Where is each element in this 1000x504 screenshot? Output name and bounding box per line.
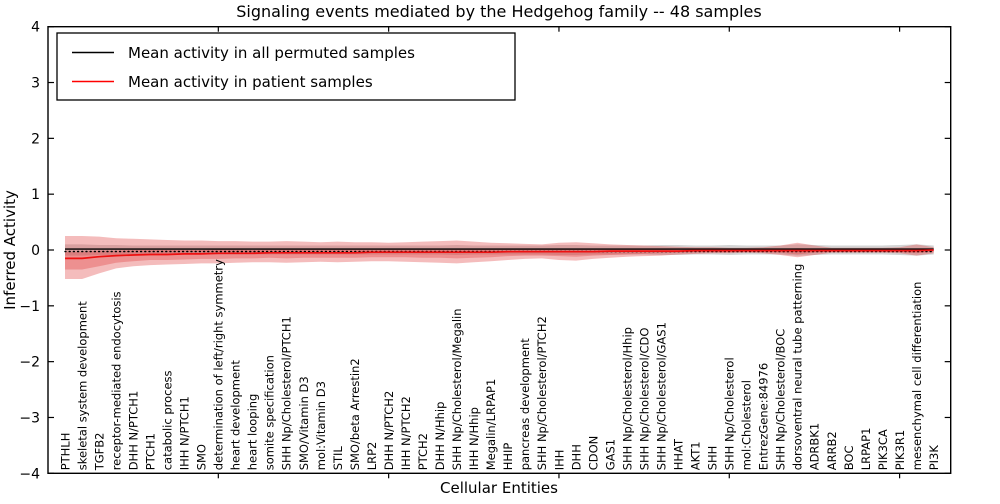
- y-tick-label: −2: [19, 355, 40, 371]
- y-tick-label: −3: [19, 410, 40, 426]
- legend: Mean activity in all permuted samples Me…: [56, 32, 516, 101]
- x-category-label: TGFB2: [92, 433, 106, 472]
- x-category-label: IHH: [552, 450, 566, 471]
- y-tick-label: −4: [19, 466, 40, 482]
- x-category-label: determination of left/right symmetry: [212, 259, 226, 470]
- y-tick-label: 3: [31, 76, 40, 92]
- x-category-label: SHH Np/Cholesterol/Hhip: [620, 327, 634, 470]
- x-category-label: EntrezGene:84976: [757, 363, 771, 470]
- x-category-label: PTHLH: [58, 433, 72, 471]
- chart-title: Signaling events mediated by the Hedgeho…: [236, 2, 761, 21]
- x-category-label: PTCH1: [144, 433, 158, 470]
- x-category-label: mesenchymal cell differentiation: [910, 282, 924, 471]
- x-category-label: GAS1: [603, 439, 617, 470]
- x-category-label: PIK3CA: [876, 429, 890, 470]
- x-category-label: Megalin/LRPAP1: [484, 379, 498, 471]
- x-category-label: DHH N/PTCH1: [127, 391, 141, 471]
- x-category-label: ADRBK1: [808, 423, 822, 470]
- x-category-label: HHAT: [672, 438, 686, 470]
- patient-outer-band: [65, 236, 934, 279]
- x-category-label: HHIP: [501, 443, 515, 471]
- x-category-label: mol:Vitamin D3: [314, 381, 328, 470]
- legend-label-patient: Mean activity in patient samples: [128, 73, 373, 91]
- x-category-label: DHH N/Hhip: [433, 402, 447, 471]
- x-category-label: SHH Np/Cholesterol/BOC: [774, 329, 788, 471]
- x-category-label: IHH N/PTCH1: [178, 396, 192, 470]
- axis-ticks: [48, 26, 951, 479]
- mean-lines: [64, 248, 935, 260]
- x-category-label: SMO/beta Arrestin2: [348, 358, 362, 470]
- y-tick-label: 0: [31, 243, 40, 259]
- y-tick-label: −1: [19, 299, 40, 315]
- x-category-label: receptor-mediated endocytosis: [109, 291, 123, 470]
- x-category-label: heart development: [229, 360, 243, 471]
- x-category-label: pancreas development: [518, 338, 532, 471]
- x-category-label: SHH Np/Cholesterol/PTCH2: [535, 316, 549, 470]
- legend-label-permuted: Mean activity in all permuted samples: [128, 44, 415, 62]
- x-category-label: SHH Np/Cholesterol/GAS1: [655, 322, 669, 470]
- x-category-labels: PTHLH skeletal system development TGFB2 rec…: [58, 259, 941, 471]
- y-axis-label: Inferred Activity: [1, 190, 19, 310]
- x-category-label: skeletal system development: [75, 301, 89, 471]
- x-axis-label: Cellular Entities: [440, 479, 558, 497]
- x-category-label: PI3K: [927, 445, 941, 471]
- x-category-label: IHH N/PTCH2: [399, 396, 413, 470]
- x-category-label: SMO/Vitamin D3: [297, 376, 311, 470]
- x-category-label: PIK3R1: [893, 430, 907, 471]
- x-category-label: SHH Np/Cholesterol/Megalin: [450, 308, 464, 470]
- x-category-label: dorsoventral neural tube patterning: [791, 264, 805, 471]
- y-tick-labels: 4 3 2 1 0 −1 −2 −3 −4: [19, 20, 40, 483]
- x-category-label: SMO: [195, 444, 209, 470]
- x-category-label: IHH N/Hhip: [467, 407, 481, 470]
- x-category-label: CDON: [586, 436, 600, 471]
- x-category-label: STIL: [331, 446, 345, 471]
- x-category-label: AKT1: [689, 441, 703, 470]
- x-category-label: SHH Np/Cholesterol/CDO: [637, 328, 651, 471]
- x-category-label: SHH Np/Cholesterol/PTCH1: [280, 316, 294, 470]
- x-category-label: LRPAP1: [859, 428, 873, 471]
- x-category-label: LRP2: [365, 442, 379, 471]
- x-category-label: SHH: [706, 446, 720, 471]
- x-category-label: heart looping: [246, 394, 260, 471]
- x-category-label: mol:Cholesterol: [740, 380, 754, 470]
- y-tick-label: 1: [31, 187, 40, 203]
- x-category-label: somite specification: [263, 355, 277, 470]
- patient-mean-line: [65, 249, 934, 260]
- x-category-label: catabolic process: [161, 370, 175, 470]
- legend-box: [56, 32, 516, 101]
- x-category-label: DHH: [569, 444, 583, 470]
- x-category-label: PTCH2: [416, 433, 430, 470]
- x-category-label: BOC: [842, 446, 856, 471]
- x-category-label: SHH Np/Cholesterol: [723, 357, 737, 470]
- y-tick-label: 4: [31, 20, 40, 36]
- x-category-label: ARRB2: [825, 431, 839, 470]
- x-category-label: DHH N/PTCH2: [382, 391, 396, 471]
- y-tick-label: 2: [31, 131, 40, 147]
